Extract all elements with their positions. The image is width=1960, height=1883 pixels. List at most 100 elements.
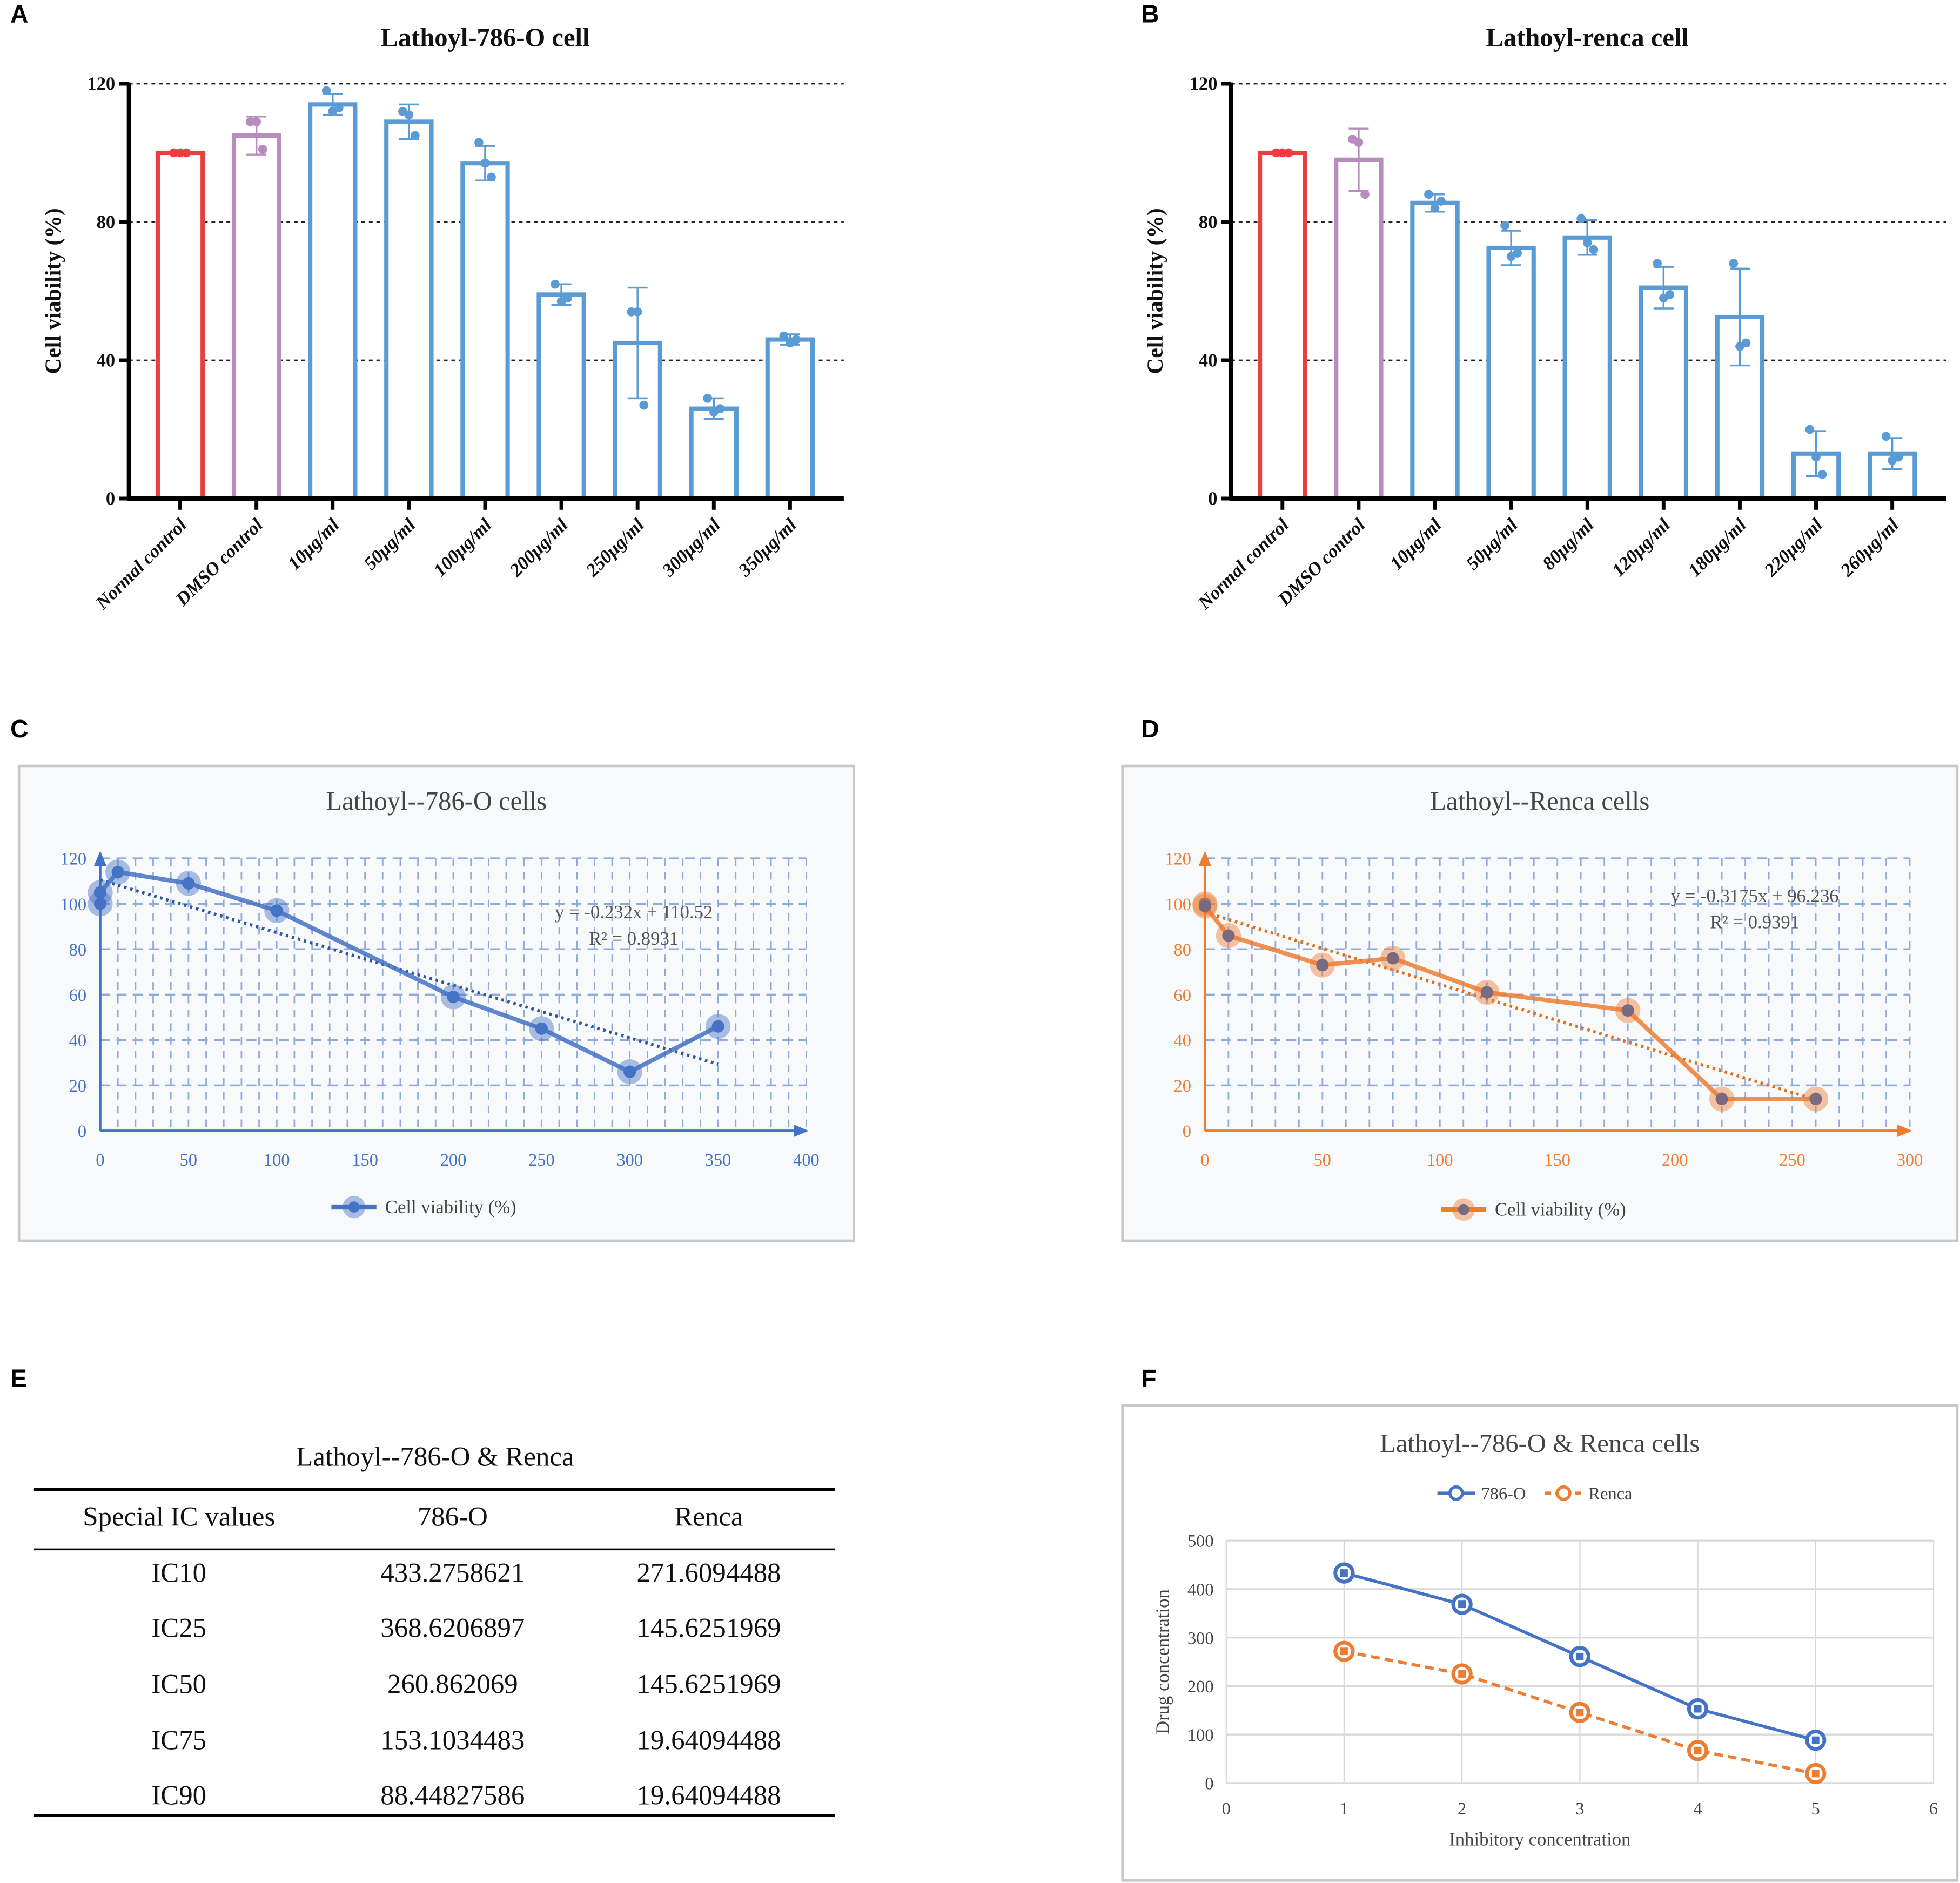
data-point — [1437, 197, 1446, 206]
data-point-center — [1694, 1705, 1702, 1713]
x-tick-label: 250 — [528, 1151, 555, 1170]
data-point-center — [1811, 1736, 1820, 1744]
bar — [1562, 235, 1612, 501]
bar — [460, 161, 510, 501]
y-tick-label: 120 — [1189, 73, 1217, 95]
data-point — [93, 897, 107, 910]
data-point — [1811, 452, 1821, 462]
x-tick-label: 50μg/ml — [1462, 514, 1522, 574]
y-tick-label: 0 — [106, 488, 115, 509]
x-tick-label: 10μg/ml — [1386, 514, 1446, 574]
data-point-center — [1340, 1569, 1348, 1577]
data-point — [623, 1065, 636, 1078]
x-tick-label: 0 — [1222, 1799, 1231, 1819]
panel-letter-A: A — [10, 0, 28, 28]
data-point — [1278, 148, 1287, 158]
bar — [1410, 200, 1460, 501]
data-point — [1316, 959, 1329, 972]
legend-label: Cell viability (%) — [1495, 1199, 1626, 1220]
trendline-equation: y = -0.3175x + 96.236 — [1671, 885, 1839, 906]
bar — [765, 337, 815, 501]
bar — [231, 133, 281, 501]
data-point — [535, 1022, 548, 1035]
table-title: Lathoyl--786-O & Renca — [296, 1442, 574, 1472]
y-tick-label: 80 — [1174, 940, 1191, 960]
x-tick-label: 400 — [793, 1151, 820, 1170]
data-point — [1894, 452, 1903, 462]
data-point — [1809, 1093, 1822, 1106]
data-point — [474, 138, 484, 147]
y-tick-label: 60 — [1174, 986, 1191, 1005]
table-cell: IC25 — [151, 1613, 206, 1643]
table-row: IC50 260.862069 145.6251969 — [151, 1669, 781, 1699]
x-tick-label: 300 — [616, 1151, 643, 1170]
x-tick-label: 180μg/ml — [1684, 514, 1750, 581]
data-point — [1729, 259, 1739, 268]
data-point-center — [1694, 1746, 1702, 1754]
chart-title: Lathoyl--786-O cells — [326, 786, 547, 816]
data-point — [1480, 986, 1493, 999]
data-point — [1198, 899, 1211, 912]
data-point — [245, 117, 255, 126]
y-tick-label: 0 — [1183, 1122, 1191, 1141]
bar — [1639, 285, 1689, 501]
data-point — [321, 86, 331, 96]
y-tick-label: 80 — [69, 940, 86, 960]
data-point — [1715, 1093, 1728, 1106]
y-tick-label: 60 — [69, 986, 86, 1005]
data-point — [1582, 238, 1592, 247]
data-point — [1589, 245, 1599, 254]
data-point — [791, 335, 801, 344]
data-point — [404, 110, 414, 119]
y-tick-label: 20 — [69, 1077, 86, 1096]
data-point — [487, 172, 496, 182]
bar — [536, 292, 586, 501]
table-cell: 145.6251969 — [636, 1613, 781, 1643]
legend-marker-icon — [1458, 1203, 1469, 1215]
data-point — [1653, 259, 1662, 268]
data-point — [1424, 190, 1433, 199]
y-tick-label: 300 — [1187, 1629, 1214, 1648]
y-tick-label: 200 — [1187, 1677, 1214, 1697]
y-tick-label: 400 — [1187, 1581, 1214, 1600]
chart-title: Lathoyl--786-O & Renca cells — [1380, 1429, 1700, 1458]
data-point — [1284, 148, 1293, 158]
line-chart-F: Lathoyl--786-O & Renca cells 0 1 2 3 4 5 6 0 100 2… — [1121, 1404, 1959, 1882]
x-tick-label: 200μg/ml — [505, 514, 572, 581]
y-axis-label: Cell viability (%) — [41, 208, 65, 374]
x-tick-label: 50 — [180, 1151, 197, 1170]
table-cell: 19.64094488 — [636, 1780, 781, 1811]
panel-letter-E: E — [10, 1364, 27, 1393]
table-row: IC75 153.1034483 19.64094488 — [151, 1725, 781, 1756]
table-row: IC90 88.44827586 19.64094488 — [151, 1780, 781, 1811]
y-tick-label: 0 — [1205, 1774, 1213, 1794]
x-tick-label: 350 — [705, 1151, 731, 1170]
y-axis-label: Drug concentration — [1152, 1589, 1173, 1734]
data-point-center — [1576, 1652, 1584, 1660]
data-point — [176, 148, 185, 158]
chart-title: Lathoyl-renca cell — [1486, 23, 1689, 52]
x-tick-label: 200 — [440, 1151, 467, 1170]
x-tick-label: 120μg/ml — [1608, 514, 1674, 581]
bar — [384, 119, 434, 501]
table-cell: 260.862069 — [387, 1669, 518, 1699]
x-tick-label: 100μg/ml — [429, 514, 496, 581]
data-point — [111, 865, 124, 878]
bar — [689, 406, 739, 501]
y-tick-label: 100 — [1187, 1726, 1214, 1745]
line-chart-D: Lathoyl--Renca cells 0 20 40 60 80 100 120 0 50 10… — [1121, 764, 1959, 1242]
legend-label: 786-O — [1481, 1484, 1526, 1504]
table-cell: 433.2758621 — [380, 1558, 525, 1589]
y-tick-label: 20 — [1174, 1077, 1191, 1096]
x-tick-label: 250 — [1779, 1151, 1805, 1170]
x-tick-label: 3 — [1575, 1799, 1584, 1819]
x-tick-label: 150 — [1544, 1151, 1570, 1170]
x-tick-label: 0 — [96, 1151, 104, 1170]
x-tick-label: 50 — [1314, 1151, 1331, 1170]
data-point — [1741, 338, 1751, 348]
table-header-cell: Special IC values — [83, 1502, 275, 1532]
bar — [1486, 245, 1536, 501]
y-tick-label: 100 — [1165, 895, 1191, 914]
x-tick-label: 5 — [1811, 1799, 1820, 1819]
data-point — [334, 103, 344, 113]
